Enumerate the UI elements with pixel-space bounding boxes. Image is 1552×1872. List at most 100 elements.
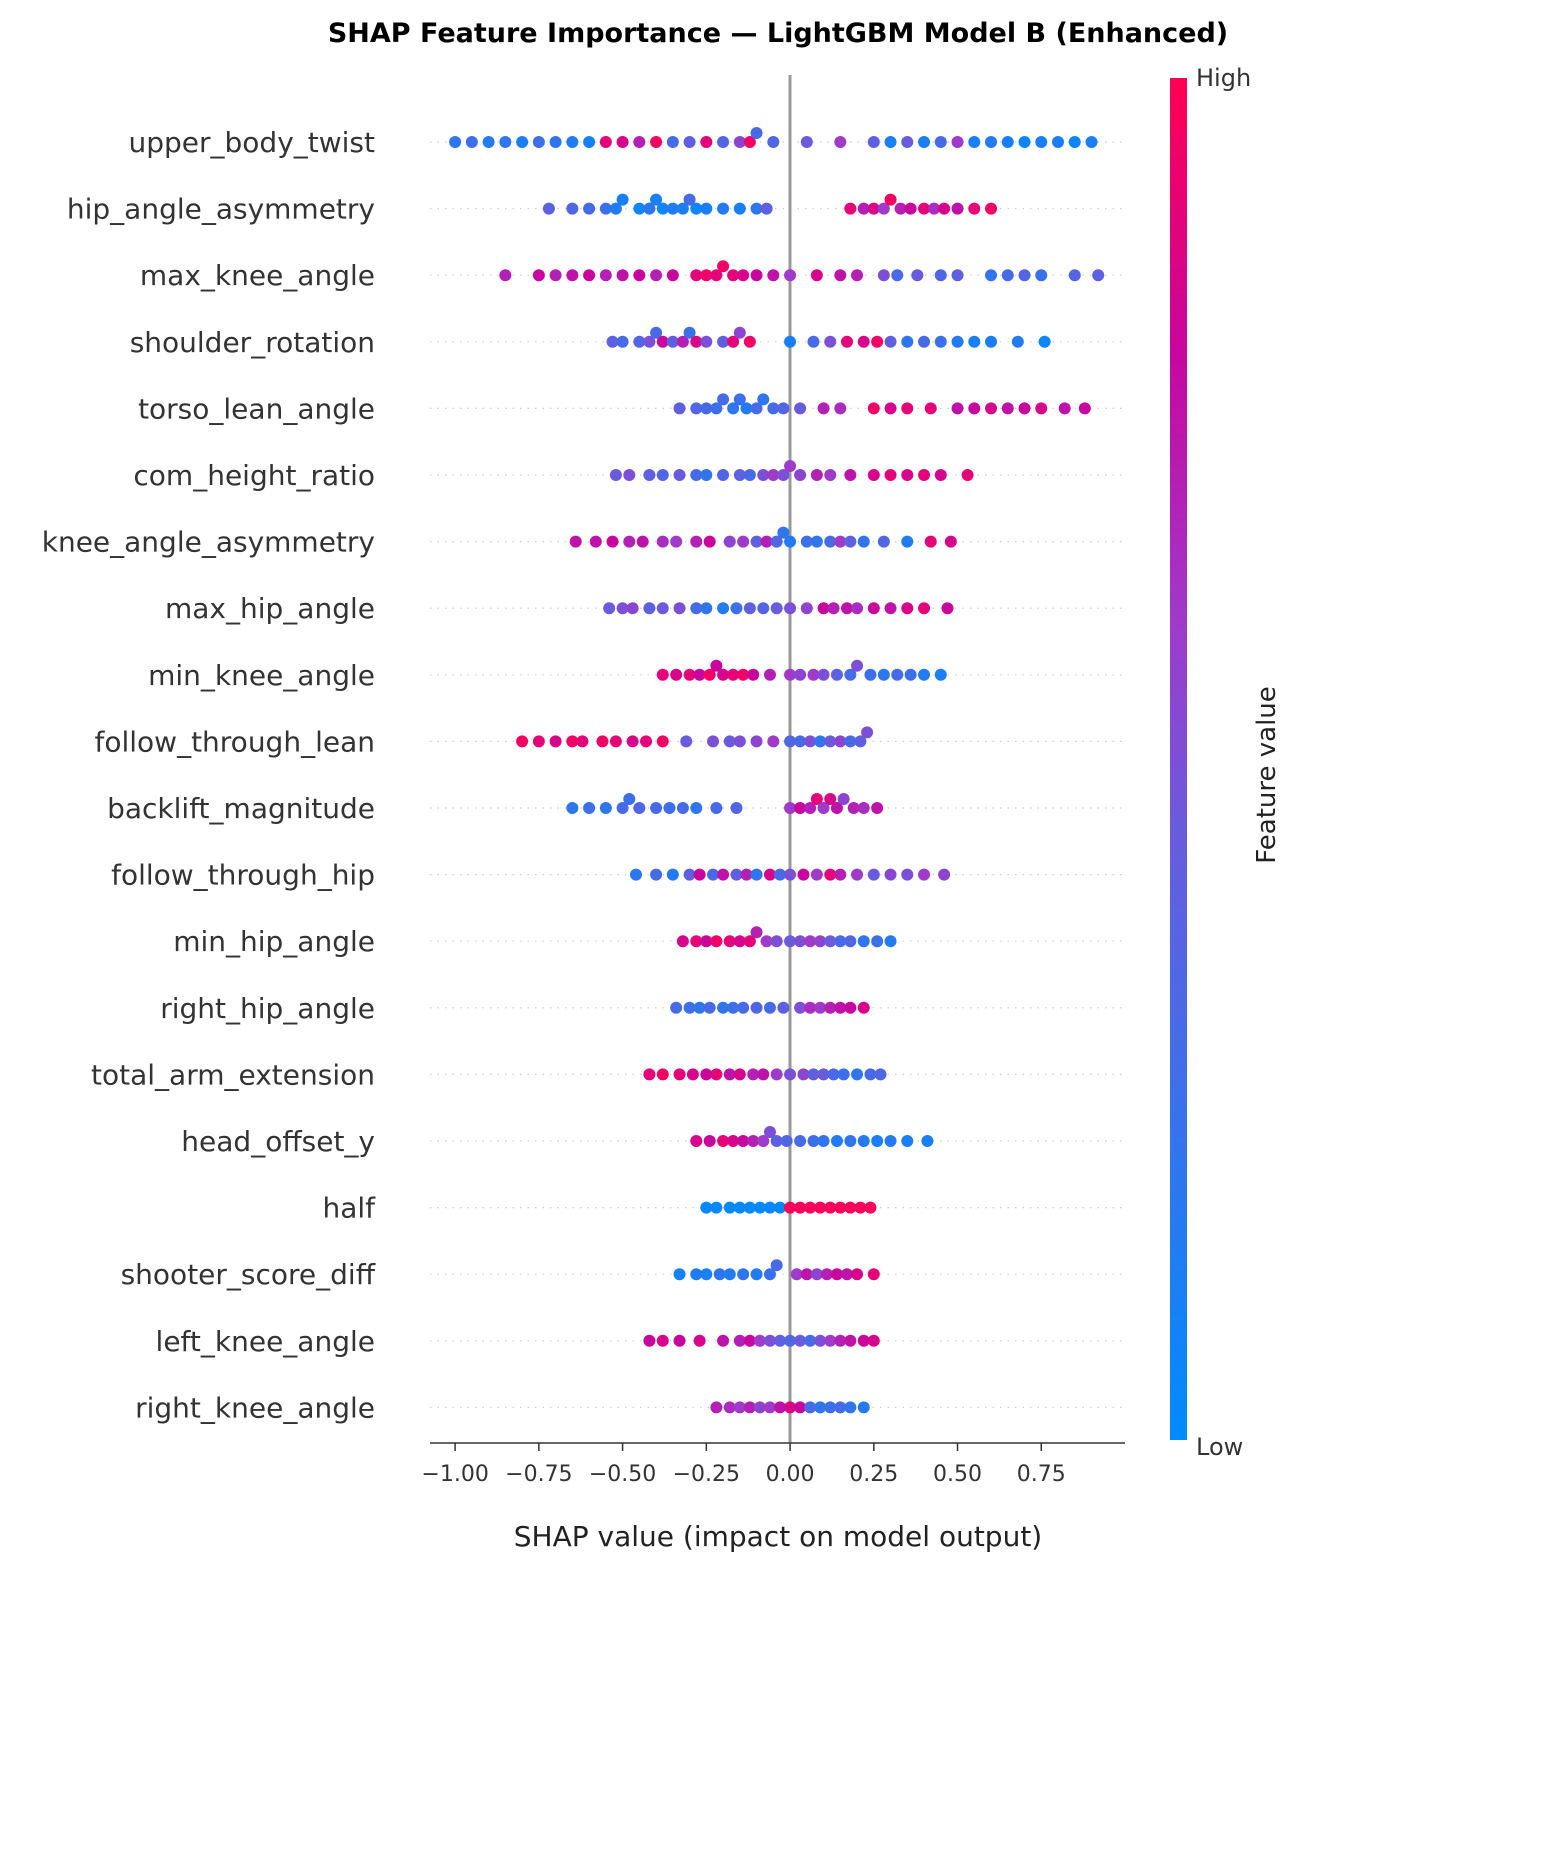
shap-point-half xyxy=(700,1201,713,1214)
feature-label: min_hip_angle xyxy=(173,925,375,958)
shap-point-follow_through_hip xyxy=(797,868,810,881)
shap-point-right_knee_angle xyxy=(814,1401,827,1414)
shap-point-torso_lean_angle xyxy=(968,402,981,415)
shap-point-torso_lean_angle xyxy=(985,402,998,415)
shap-point-head_offset_y xyxy=(857,1135,870,1147)
shap-point-backlift_magnitude xyxy=(857,802,870,814)
shap-point-follow_through_hip xyxy=(784,868,797,881)
shap-point-min_hip_angle xyxy=(676,935,689,948)
shap-point-upper_body_twist xyxy=(616,136,629,148)
shap-point-follow_through_lean xyxy=(576,735,589,748)
shap-point-shoulder_rotation xyxy=(841,335,853,348)
shap-point-com_height_ratio xyxy=(901,469,914,481)
shap-point-knee_angle_asymmetry xyxy=(636,535,649,548)
shap-point-upper_body_twist xyxy=(951,136,964,148)
x-tick-label: 0.50 xyxy=(933,1462,982,1487)
shap-point-com_height_ratio xyxy=(623,469,636,481)
shap-point-follow_through_hip xyxy=(650,868,663,881)
shap-point-follow_through_hip xyxy=(901,868,914,881)
shap-point-min_hip_angle xyxy=(834,935,847,948)
shap-point-knee_angle_asymmetry xyxy=(857,535,870,548)
shap-point-total_arm_extension xyxy=(817,1068,830,1081)
shap-point-shoulder_rotation xyxy=(901,335,914,348)
shap-point-max_knee_angle xyxy=(1001,269,1014,282)
colorbar xyxy=(1170,78,1187,1440)
shap-point-knee_angle_asymmetry xyxy=(760,535,773,548)
shap-point-shoulder_rotation xyxy=(951,335,964,348)
shap-point-total_arm_extension xyxy=(700,1068,713,1081)
shap-point-head_offset_y xyxy=(747,1135,760,1147)
shap-point-knee_angle_asymmetry xyxy=(924,535,937,548)
shap-point-hip_angle_asymmetry xyxy=(918,202,931,215)
feature-label: com_height_ratio xyxy=(133,459,375,492)
shap-point-upper_body_twist xyxy=(985,136,998,148)
shap-point-max_hip_angle xyxy=(626,602,639,615)
shap-point-head_offset_y xyxy=(703,1135,716,1147)
shap-point-shoulder_rotation xyxy=(683,326,696,339)
feature-label: torso_lean_angle xyxy=(138,392,375,425)
shap-point-backlift_magnitude xyxy=(650,802,663,814)
shap-point-torso_lean_angle xyxy=(951,402,964,415)
shap-point-shooter_score_diff xyxy=(851,1268,864,1281)
shap-point-knee_angle_asymmetry xyxy=(944,535,957,548)
shap-point-upper_body_twist xyxy=(650,136,663,148)
shap-point-follow_through_lean xyxy=(640,735,653,748)
shap-point-upper_body_twist xyxy=(968,136,981,148)
shap-point-com_height_ratio xyxy=(794,469,807,481)
shap-point-total_arm_extension xyxy=(673,1068,686,1081)
shap-point-hip_angle_asymmetry xyxy=(985,202,998,215)
shap-point-knee_angle_asymmetry xyxy=(703,535,716,548)
shap-point-com_height_ratio xyxy=(690,469,703,481)
shap-point-head_offset_y xyxy=(794,1135,807,1147)
shap-point-shooter_score_diff xyxy=(790,1268,803,1281)
feature-label: shooter_score_diff xyxy=(121,1258,376,1291)
shap-point-follow_through_hip xyxy=(629,868,642,881)
shap-point-hip_angle_asymmetry xyxy=(760,202,773,215)
shap-point-backlift_magnitude xyxy=(730,802,743,814)
shap-point-min_hip_angle xyxy=(884,935,897,948)
shap-point-torso_lean_angle xyxy=(924,402,937,415)
shap-point-min_hip_angle xyxy=(794,935,807,948)
shap-point-half xyxy=(723,1201,736,1214)
shap-point-max_hip_angle xyxy=(730,602,743,615)
shap-point-left_knee_angle xyxy=(794,1334,807,1347)
shap-point-com_height_ratio xyxy=(844,469,857,481)
shap-point-knee_angle_asymmetry xyxy=(623,535,636,548)
shap-point-half xyxy=(844,1201,857,1214)
shap-point-shoulder_rotation xyxy=(650,326,663,339)
shap-point-upper_body_twist xyxy=(1052,136,1065,148)
shap-point-half xyxy=(774,1201,787,1214)
shap-point-knee_angle_asymmetry xyxy=(770,535,783,548)
shap-point-follow_through_lean xyxy=(596,735,609,748)
shap-point-right_knee_angle xyxy=(774,1401,787,1414)
shap-point-com_height_ratio xyxy=(717,469,730,481)
shap-point-right_hip_angle xyxy=(763,1001,776,1014)
shap-point-hip_angle_asymmetry xyxy=(683,193,696,206)
shap-point-max_knee_angle xyxy=(1018,269,1031,282)
shap-point-max_hip_angle xyxy=(827,602,840,615)
shap-point-shoulder_rotation xyxy=(616,335,629,348)
shap-point-min_hip_angle xyxy=(710,935,723,948)
shap-point-upper_body_twist xyxy=(532,136,545,148)
shap-point-upper_body_twist xyxy=(1001,136,1014,148)
shap-point-min_knee_angle xyxy=(710,659,723,672)
feature-label: knee_angle_asymmetry xyxy=(42,526,375,559)
shap-point-min_hip_angle xyxy=(690,935,703,948)
shap-point-backlift_magnitude xyxy=(583,802,596,814)
shap-point-upper_body_twist xyxy=(743,136,756,148)
shap-point-half xyxy=(733,1201,746,1214)
shap-point-follow_through_hip xyxy=(851,868,864,881)
feature-label: upper_body_twist xyxy=(128,126,375,159)
shap-point-right_knee_angle xyxy=(834,1401,847,1414)
shap-point-head_offset_y xyxy=(901,1135,914,1147)
shap-point-half xyxy=(834,1201,847,1214)
shap-point-min_knee_angle xyxy=(784,668,797,681)
shap-point-upper_body_twist xyxy=(482,136,495,148)
shap-point-min_hip_angle xyxy=(871,935,884,948)
x-tick-label: 0.00 xyxy=(766,1462,815,1487)
shap-point-knee_angle_asymmetry xyxy=(589,535,602,548)
shap-point-follow_through_hip xyxy=(884,868,897,881)
shap-point-hip_angle_asymmetry xyxy=(656,202,669,215)
shap-point-min_knee_angle xyxy=(807,668,820,681)
